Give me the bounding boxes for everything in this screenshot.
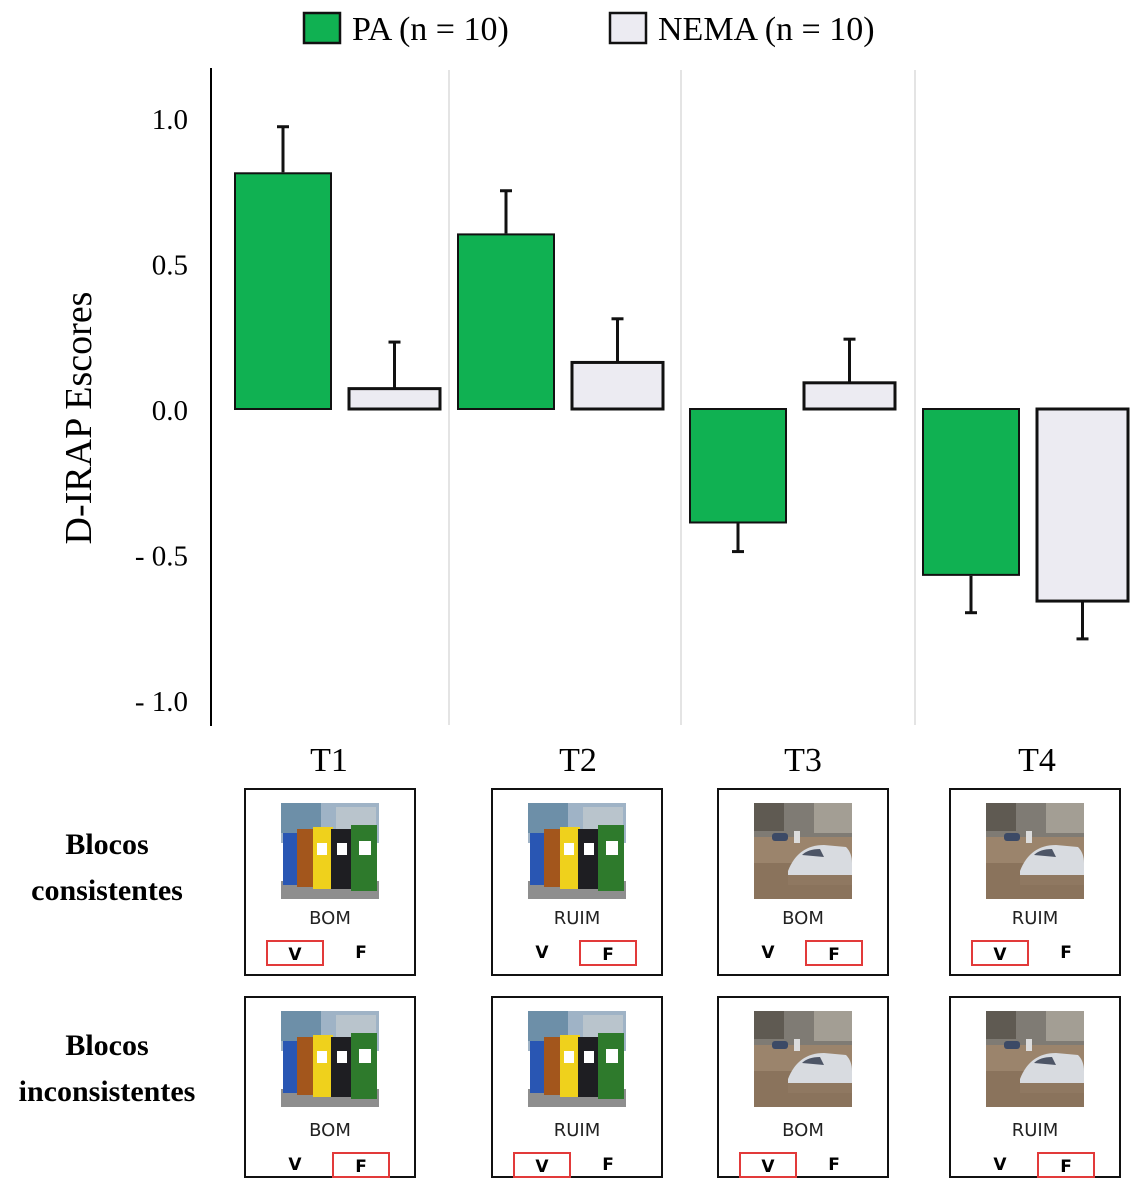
x-tick-label: T4 <box>1018 742 1056 779</box>
trial-card-t4-consistent: RUIM V F <box>949 788 1121 976</box>
option-f: F <box>1060 943 1072 963</box>
option-f-selected: F <box>1037 1152 1095 1178</box>
bar-nema-t4 <box>1035 407 1130 603</box>
option-v: V <box>761 943 775 963</box>
recycling-bins-image <box>528 1011 626 1107</box>
option-f: F <box>828 1155 840 1175</box>
trial-card-t1-consistent: BOM V F <box>244 788 416 976</box>
row-label-inconsistent-line-2: inconsistentes <box>18 1075 196 1108</box>
recycling-bins-image <box>281 803 379 899</box>
flooded-street-image <box>754 1011 852 1107</box>
trial-card-t3-consistent: BOM V F <box>717 788 889 976</box>
trial-word: BOM <box>309 1120 351 1141</box>
legend-swatch-nema <box>608 11 648 45</box>
trial-word: RUIM <box>553 1120 601 1141</box>
option-f-selected: F <box>579 940 637 966</box>
recycling-bins-image <box>528 803 626 899</box>
bar-chart: 1.0 0.5 0.0 - 0.5 - 1.0 D-IRAP Escores T1 T2 T3 T… <box>58 11 1130 779</box>
trial-card-t2-consistent: RUIM V F <box>491 788 663 976</box>
trial-word: BOM <box>782 1120 824 1141</box>
x-tick-label: T2 <box>559 742 597 779</box>
trial-word: RUIM <box>553 908 601 929</box>
trial-card-t2-inconsistent: RUIM V F <box>491 996 663 1178</box>
x-tick-label: T1 <box>310 742 348 779</box>
option-f-selected: F <box>805 940 863 966</box>
option-f: F <box>355 943 367 963</box>
bar-nema-t3 <box>802 381 897 411</box>
option-v-selected: V <box>266 940 324 966</box>
recycling-bins-image <box>281 1011 379 1107</box>
option-v-selected: V <box>513 1152 571 1178</box>
trial-card-t4-inconsistent: RUIM V F <box>949 996 1121 1178</box>
y-tick-label: 1.0 <box>152 104 188 136</box>
x-tick-label: T3 <box>784 742 822 779</box>
option-v-selected: V <box>971 940 1029 966</box>
legend-label-pa: PA (n = 10) <box>352 11 509 48</box>
option-v-selected: V <box>739 1152 797 1178</box>
bar-pa-t1 <box>234 172 332 410</box>
legend-label-nema: NEMA (n = 10) <box>658 11 875 48</box>
trial-word: RUIM <box>1011 1120 1059 1141</box>
y-tick-label: 0.0 <box>152 395 188 427</box>
trial-word: BOM <box>309 908 351 929</box>
flooded-street-image <box>754 803 852 899</box>
y-tick-label: - 0.5 <box>135 541 188 573</box>
option-f: F <box>602 1155 614 1175</box>
bar-nema-t2 <box>570 360 665 411</box>
flooded-street-image <box>986 803 1084 899</box>
row-label-consistent-line-1: Blocos <box>65 828 149 861</box>
flooded-street-image <box>986 1011 1084 1107</box>
trial-word: BOM <box>782 908 824 929</box>
bar-nema-t1 <box>347 387 442 411</box>
trial-card-t3-inconsistent: BOM V F <box>717 996 889 1178</box>
y-axis-title: D-IRAP Escores <box>58 292 100 545</box>
option-v: V <box>535 943 549 963</box>
trial-word: RUIM <box>1011 908 1059 929</box>
y-tick-label: 0.5 <box>152 250 188 282</box>
y-tick-label: - 1.0 <box>135 686 188 718</box>
option-f-selected: F <box>332 1152 390 1178</box>
legend-swatch-pa <box>302 11 342 45</box>
option-v: V <box>288 1155 302 1175</box>
trial-card-t1-inconsistent: BOM V F <box>244 996 416 1178</box>
bar-pa-t4 <box>922 408 1020 576</box>
row-label-inconsistent: Blocos inconsistentes <box>0 1023 217 1115</box>
bar-pa-t2 <box>457 233 555 410</box>
bar-pa-t3 <box>689 408 787 524</box>
row-label-consistent-line-2: consistentes <box>31 874 183 907</box>
row-label-consistent: Blocos consistentes <box>0 822 217 914</box>
option-v: V <box>993 1155 1007 1175</box>
row-label-inconsistent-line-1: Blocos <box>65 1029 149 1062</box>
